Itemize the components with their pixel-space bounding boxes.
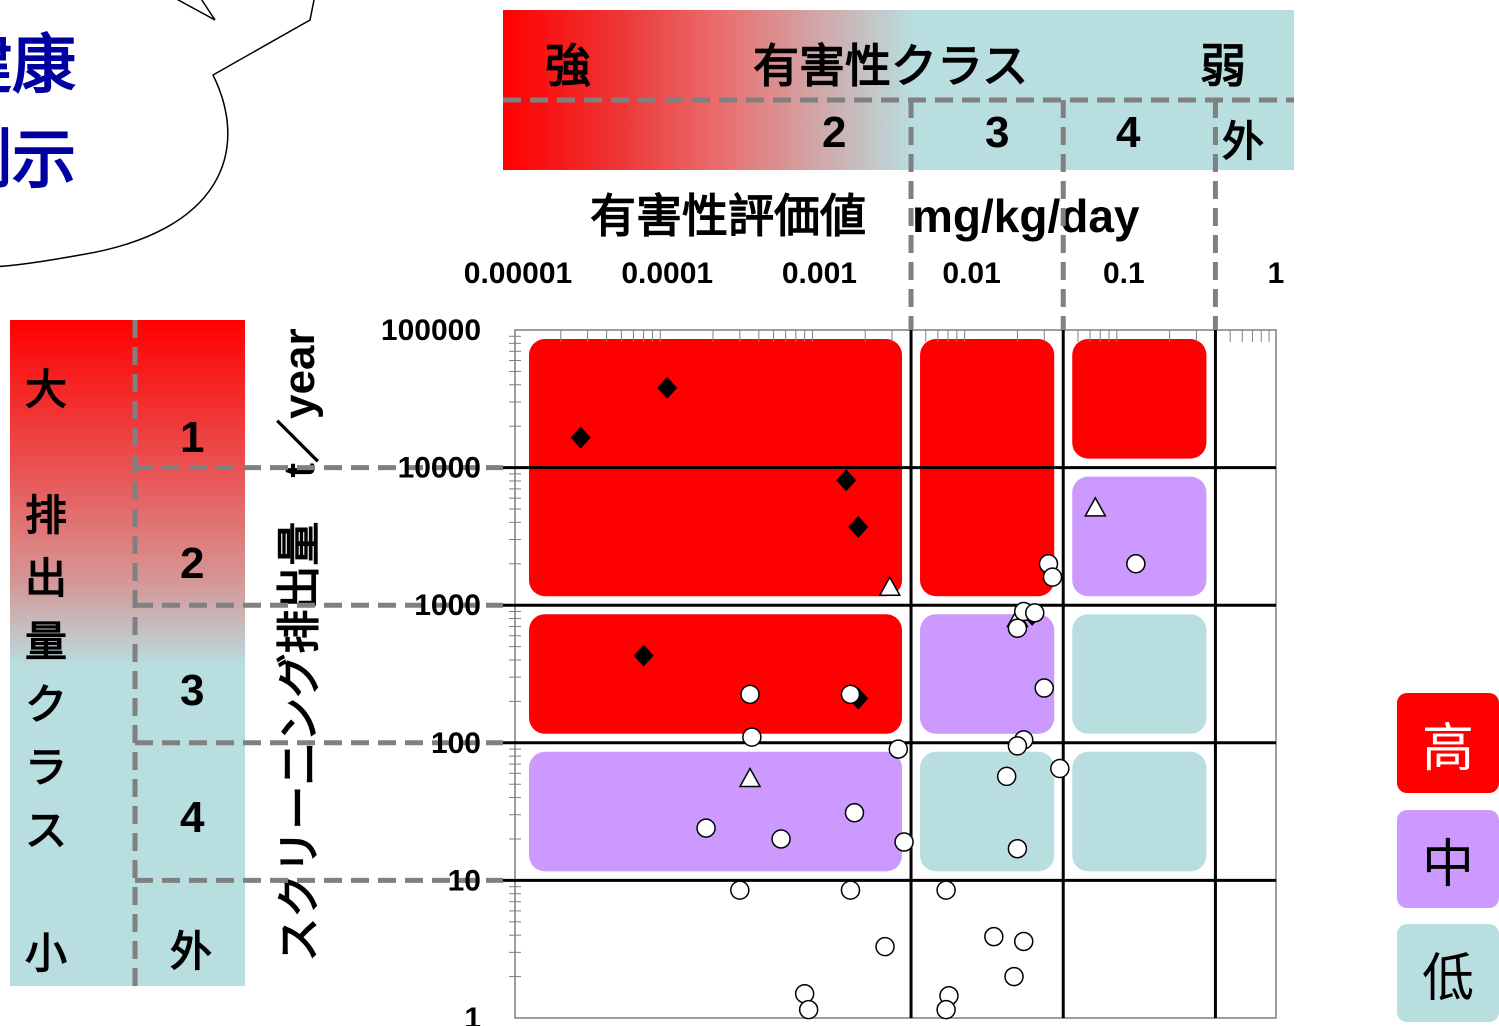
data-point-circle xyxy=(840,880,861,900)
data-point-circle xyxy=(1050,758,1070,779)
hazard-strong-label: 強 xyxy=(545,40,591,92)
hazard-class-3: 3 xyxy=(985,108,1010,157)
data-point-triangle xyxy=(1084,496,1107,517)
y-tick-label: 100 xyxy=(431,727,481,760)
priority-medium-label: 中 xyxy=(1421,835,1474,894)
emission-large-label: 大 xyxy=(25,366,68,413)
emission-class-1: 1 xyxy=(180,413,205,462)
emission-title-char-1: 排 xyxy=(25,492,68,539)
priority-zone-medium xyxy=(1072,476,1207,597)
emission-band xyxy=(10,320,245,986)
speech-bubble xyxy=(0,0,315,268)
data-point-diamond xyxy=(633,644,654,667)
data-point-circle xyxy=(730,880,750,900)
data-point-circle xyxy=(844,803,865,823)
hazard-class-4: 4 xyxy=(1116,108,1141,157)
data-point-diamond xyxy=(570,426,591,449)
y-tick-label: 10 xyxy=(448,864,481,897)
data-point-circle xyxy=(771,829,791,849)
data-point-circle xyxy=(936,880,956,900)
hazard-band xyxy=(503,10,1294,170)
data-point-circle xyxy=(1004,966,1024,987)
priority-low-label: 低 xyxy=(1421,949,1474,1008)
hazard-class-out: 外 xyxy=(1222,118,1265,165)
priority-high-label: 高 xyxy=(1421,719,1474,778)
x-tick-label: 0.001 xyxy=(782,257,857,290)
data-point-circle xyxy=(1126,554,1146,574)
priority-zone-low xyxy=(920,751,1055,872)
data-point-circle xyxy=(840,684,861,705)
priority-medium-badge: 中 xyxy=(1397,810,1499,908)
bubble-line-1: 健康 xyxy=(0,29,76,101)
emission-title-char-5: ラ xyxy=(25,744,68,791)
data-point-circle xyxy=(894,832,914,852)
priority-zone-high xyxy=(529,614,903,734)
priority-zone-high xyxy=(1072,339,1207,459)
emission-class-2: 2 xyxy=(180,539,205,588)
data-point-triangle xyxy=(738,766,762,788)
emission-title-char-6: ス xyxy=(25,807,68,854)
hazard-class-2: 2 xyxy=(822,108,847,157)
data-point-circle xyxy=(742,727,762,747)
y-tick-label: 1000 xyxy=(414,589,481,622)
priority-zone-medium xyxy=(920,614,1055,734)
hazard-band-title: 有害性クラス xyxy=(753,40,1029,92)
data-point-diamond xyxy=(657,376,678,399)
x-tick-label: 0.0001 xyxy=(621,257,713,290)
priority-zone-medium xyxy=(529,751,903,872)
data-point-triangle xyxy=(878,575,902,597)
data-point-circle xyxy=(798,999,819,1020)
emission-class-4: 4 xyxy=(180,793,205,842)
x-tick-label: 0.00001 xyxy=(464,257,572,290)
data-point-circle xyxy=(1007,736,1028,756)
bubble-line-2: 例示 xyxy=(0,124,76,196)
emission-title-char-4: ク xyxy=(25,681,68,728)
data-point-circle xyxy=(1042,567,1063,587)
y-tick-label: 1 xyxy=(464,1002,481,1026)
data-point-circle xyxy=(696,818,716,838)
data-point-circle xyxy=(984,926,1004,947)
x-tick-label: 0.01 xyxy=(942,257,1000,290)
priority-low-badge: 低 xyxy=(1397,924,1499,1022)
priority-high-badge: 高 xyxy=(1397,693,1499,793)
hazard-weak-label: 弱 xyxy=(1200,40,1246,92)
priority-zone-low xyxy=(1072,614,1207,734)
emission-small-label: 小 xyxy=(25,930,68,977)
data-point-diamond xyxy=(836,469,857,492)
priority-zone-low xyxy=(1072,751,1207,872)
data-point-circle xyxy=(1007,618,1028,638)
data-point-diamond xyxy=(848,516,869,539)
data-point-circle xyxy=(875,936,895,957)
x-tick-label: 1 xyxy=(1268,257,1285,290)
x-axis-title: 有害性評価値 mg/kg/day xyxy=(590,190,1140,242)
y-tick-label: 10000 xyxy=(398,452,481,485)
emission-title-char-3: 量 xyxy=(25,618,68,665)
data-point-circle xyxy=(1013,931,1034,952)
data-point-circle xyxy=(888,739,909,759)
data-point-circle xyxy=(740,684,760,705)
emission-class-out: 外 xyxy=(170,928,213,975)
data-point-circle xyxy=(1025,603,1045,623)
y-tick-label: 100000 xyxy=(381,314,481,347)
x-tick-label: 0.1 xyxy=(1103,257,1145,290)
data-point-circle xyxy=(1007,838,1028,859)
data-point-circle xyxy=(1034,678,1054,698)
data-point-circle xyxy=(996,766,1017,787)
data-point-circle xyxy=(936,999,956,1020)
emission-class-3: 3 xyxy=(180,666,205,715)
data-point-circle xyxy=(794,984,815,1004)
emission-title-char-2: 出 xyxy=(25,555,68,602)
